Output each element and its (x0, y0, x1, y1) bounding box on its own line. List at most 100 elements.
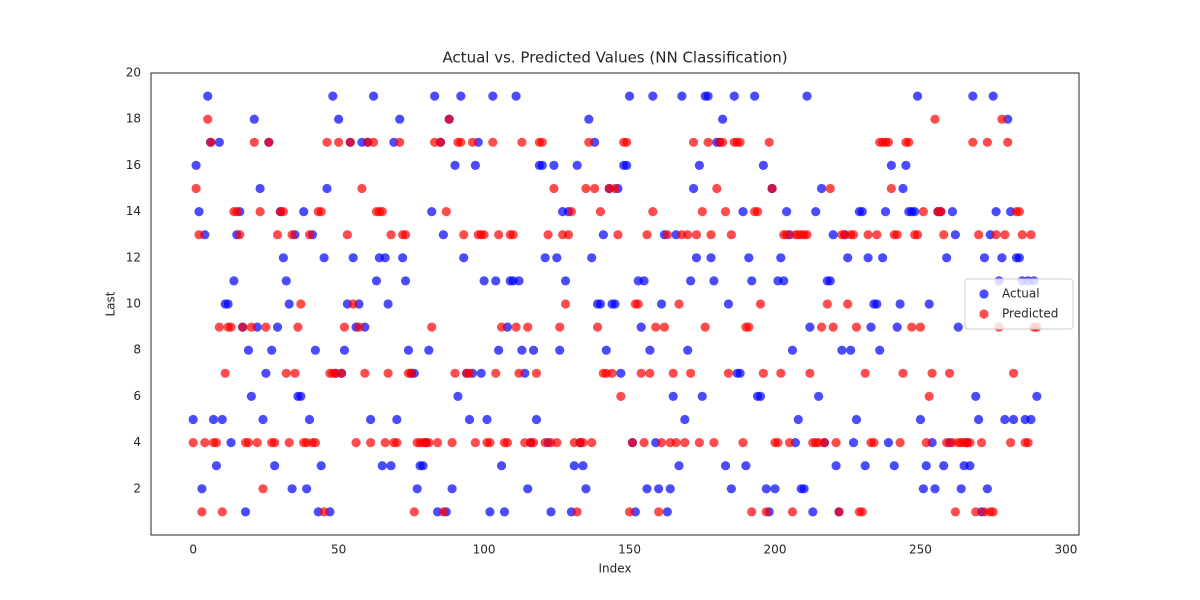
y-tick-label: 4 (133, 435, 141, 449)
scatter-point (639, 276, 649, 286)
scatter-point (523, 322, 533, 332)
scatter-point (988, 507, 998, 517)
scatter-point (467, 137, 478, 147)
scatter-point (459, 230, 469, 240)
scatter-point (799, 484, 809, 494)
scatter-point (907, 322, 917, 332)
scatter-point (403, 345, 414, 355)
scatter-point (982, 137, 992, 147)
scatter-point (787, 345, 798, 355)
scatter-point (240, 507, 251, 517)
scatter-point (674, 299, 684, 309)
scatter-point (741, 461, 751, 471)
scatter-point (223, 299, 233, 309)
scatter-point (627, 438, 638, 448)
scatter-point (296, 391, 306, 401)
scatter-point (194, 230, 204, 240)
scatter-point (819, 438, 830, 448)
scatter-point (680, 438, 690, 448)
scatter-point (831, 461, 841, 471)
scatter-point (400, 276, 411, 286)
scatter-point (203, 91, 213, 101)
scatter-point (488, 91, 498, 101)
scatter-point (688, 183, 699, 194)
scatter-point (531, 414, 542, 425)
scatter-point (976, 438, 987, 448)
scatter-point (782, 207, 792, 217)
scatter-point (686, 368, 696, 378)
scatter-point (773, 438, 783, 448)
scatter-point (767, 183, 777, 194)
scatter-point (453, 391, 463, 401)
scatter-point (843, 299, 853, 309)
plot-area (188, 91, 1042, 517)
y-tick-label: 16 (126, 158, 141, 172)
scatter-point (683, 345, 693, 355)
scatter-point (581, 484, 591, 494)
scatter-point (947, 207, 958, 217)
scatter-point (953, 322, 963, 332)
scatter-point (1032, 391, 1042, 401)
scatter-point (217, 414, 227, 425)
scatter-point (703, 91, 713, 101)
scatter-point (368, 91, 379, 101)
x-tick-label: 300 (1054, 543, 1077, 557)
scatter-point (848, 438, 859, 448)
scatter-point (915, 414, 926, 425)
legend-marker (979, 289, 989, 299)
scatter-point (639, 438, 649, 448)
scatter-point (747, 276, 757, 286)
scatter-point (537, 137, 547, 147)
scatter-point (863, 230, 873, 240)
scatter-point (912, 91, 923, 101)
scatter-point (851, 414, 862, 425)
scatter-point (319, 253, 329, 263)
x-tick-label: 50 (331, 543, 346, 557)
scatter-point (494, 345, 504, 355)
scatter-point (645, 368, 655, 378)
scatter-point (706, 253, 716, 263)
scatter-point (447, 484, 457, 494)
scatter-point (857, 507, 867, 517)
scatter-point (866, 322, 876, 332)
scatter-point (211, 461, 222, 471)
scatter-point (267, 345, 277, 355)
scatter-point (750, 91, 760, 101)
scatter-point (546, 507, 556, 517)
scatter-point (979, 253, 990, 263)
scatter-point (441, 207, 451, 217)
scatter-point (744, 322, 754, 332)
scatter-point (709, 276, 719, 286)
scatter-point (197, 507, 207, 517)
scatter-point (648, 207, 658, 217)
scatter-point (706, 230, 716, 240)
scatter-point (927, 368, 937, 378)
scatter-point (514, 276, 524, 286)
scatter-point (243, 438, 254, 448)
scatter-point (758, 368, 768, 378)
scatter-point (616, 391, 626, 401)
scatter-point (377, 461, 387, 471)
scatter-point (479, 276, 489, 286)
scatter-point (447, 438, 457, 448)
scatter-point (971, 507, 981, 517)
scatter-point (258, 484, 268, 494)
scatter-point (726, 484, 736, 494)
scatter-point (688, 137, 699, 147)
scatter-point (366, 414, 376, 425)
scatter-point (430, 91, 440, 101)
scatter-point (974, 414, 984, 425)
scatter-point (456, 91, 466, 101)
scatter-point (965, 438, 975, 448)
scatter-point (220, 368, 230, 378)
scatter-point (400, 230, 411, 240)
scatter-point (435, 137, 446, 147)
scatter-point (287, 484, 297, 494)
scatter-point (968, 91, 978, 101)
scatter-point (942, 253, 952, 263)
scatter-point (319, 507, 329, 517)
legend-marker (979, 309, 989, 319)
scatter-point (1000, 230, 1010, 240)
scatter-point (360, 368, 370, 378)
scatter-point (584, 114, 594, 124)
